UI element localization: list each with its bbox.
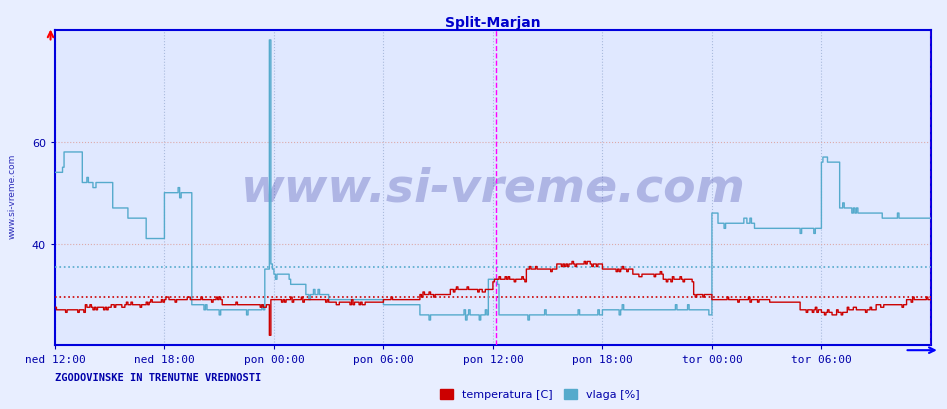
Text: www.si-vreme.com: www.si-vreme.com <box>241 166 745 211</box>
Legend: temperatura [C], vlaga [%]: temperatura [C], vlaga [%] <box>440 389 639 399</box>
Text: www.si-vreme.com: www.si-vreme.com <box>8 154 17 239</box>
Text: ZGODOVINSKE IN TRENUTNE VREDNOSTI: ZGODOVINSKE IN TRENUTNE VREDNOSTI <box>55 372 261 382</box>
Title: Split-Marjan: Split-Marjan <box>445 16 541 29</box>
